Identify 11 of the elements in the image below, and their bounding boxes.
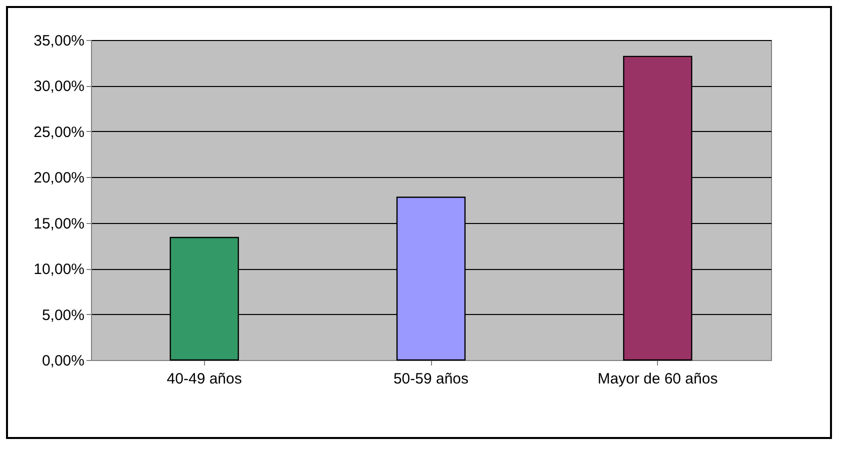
y-tick-label: 0,00% xyxy=(42,352,84,370)
y-tick-label: 5,00% xyxy=(42,306,84,324)
y-tick-label: 15,00% xyxy=(34,215,84,232)
y-tick-label: 35,00% xyxy=(34,32,84,50)
y-tick-label: 30,00% xyxy=(34,78,84,96)
y-tick-label: 25,00% xyxy=(34,124,84,141)
x-tick-label: 40-49 años xyxy=(166,370,242,388)
x-tick-label: 50-59 años xyxy=(393,370,469,388)
y-tick-label: 20,00% xyxy=(34,170,84,187)
x-tick-label: Mayor de 60 años xyxy=(598,370,718,388)
y-tick-label: 10,00% xyxy=(34,261,84,278)
